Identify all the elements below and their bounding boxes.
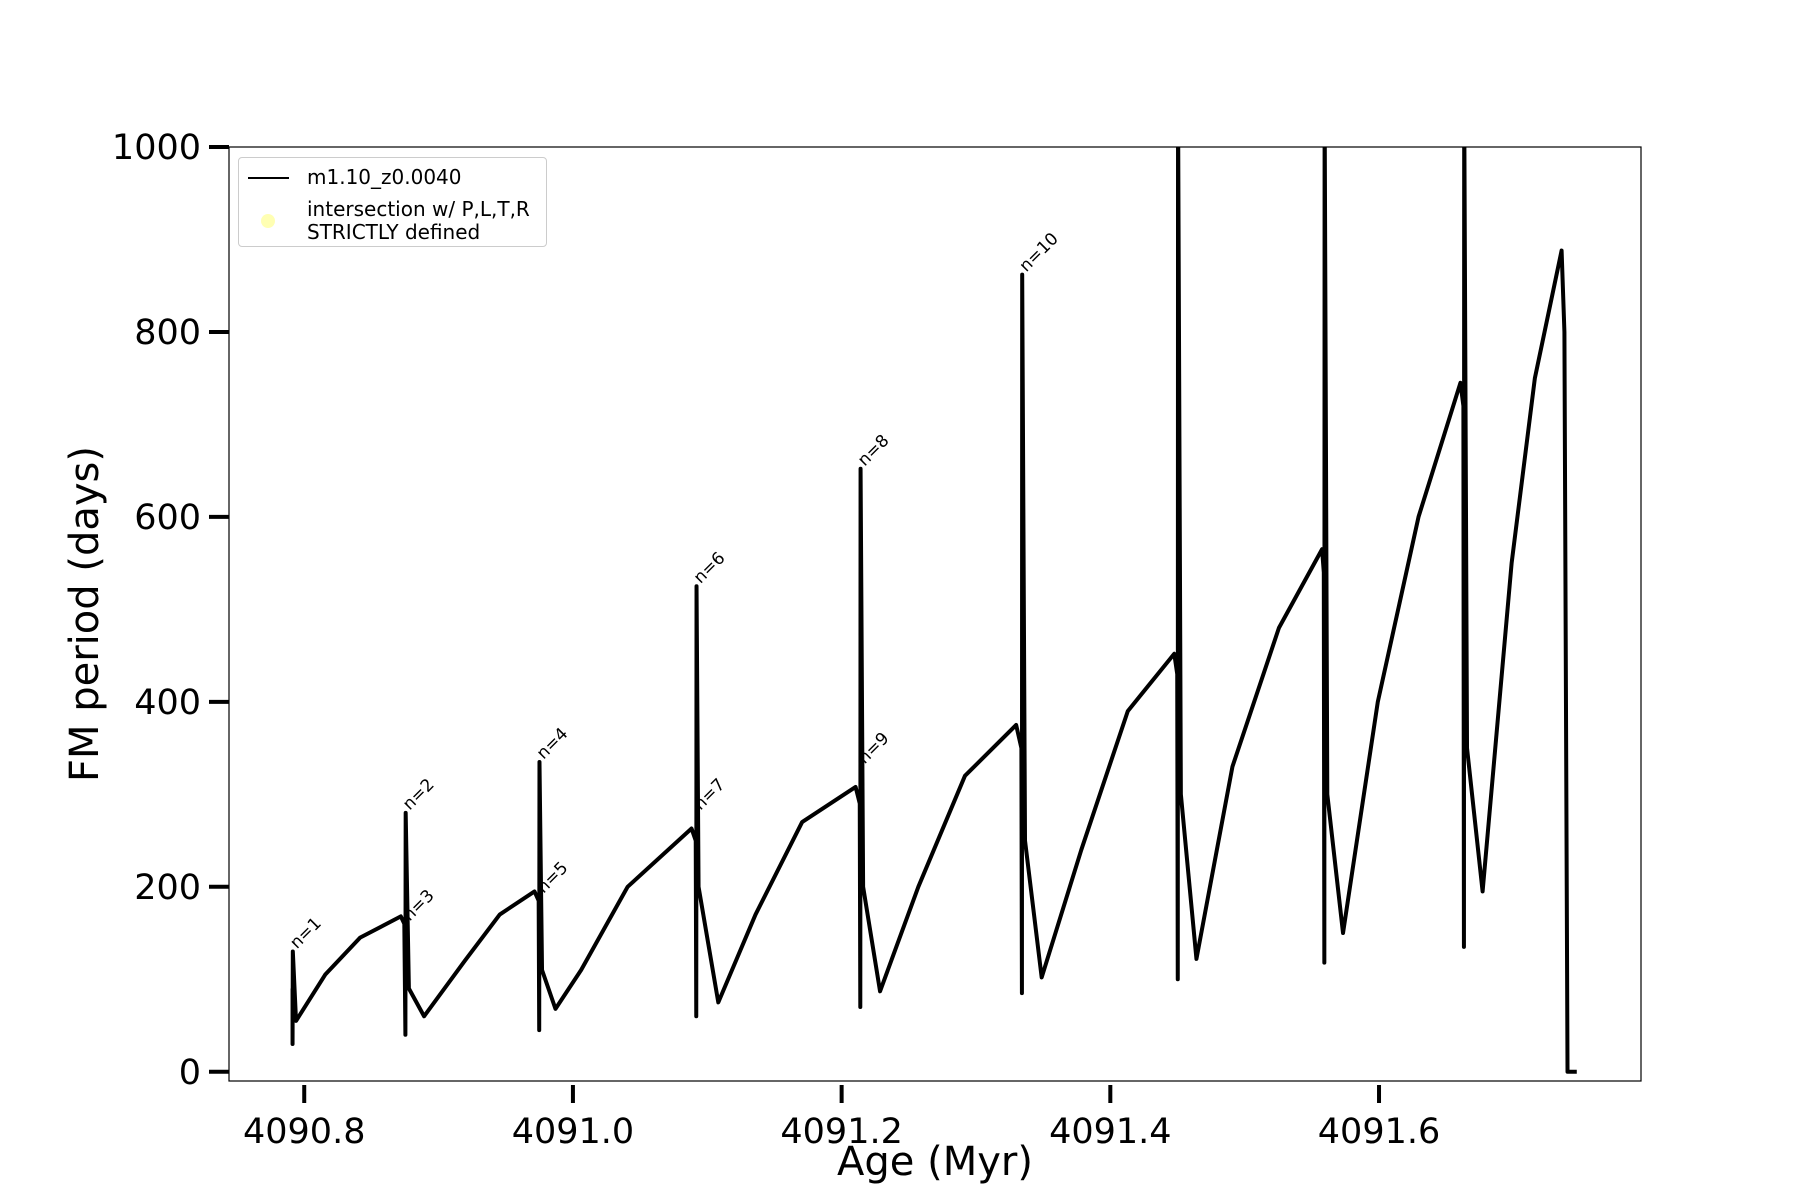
legend-key — [261, 214, 275, 228]
plot-frame — [228, 146, 1642, 1082]
y-tick-label: 1000 — [112, 128, 201, 168]
x-tick-label: 4090.8 — [243, 1112, 365, 1152]
annotation: n=10 — [1016, 229, 1063, 276]
x-tick-label: 4091.4 — [1049, 1112, 1171, 1152]
annotation: n=6 — [690, 548, 729, 587]
annotation: n=4 — [533, 724, 572, 763]
annotation: n=2 — [399, 775, 438, 814]
legend-label: intersection w/ P,L,T,R STRICTLY defined — [307, 197, 530, 244]
plot-area — [290, 147, 1577, 1074]
x-axis-label: Age (Myr) — [837, 1139, 1033, 1185]
y-tick-label: 600 — [134, 498, 201, 538]
annotation: n=8 — [854, 431, 893, 470]
y-tick-label: 0 — [179, 1053, 201, 1093]
x-tick-label: 4091.0 — [512, 1112, 634, 1152]
y-tick-label: 800 — [134, 313, 201, 353]
annotation: n=1 — [286, 914, 325, 953]
x-tick-label: 4091.6 — [1318, 1112, 1440, 1152]
y-tick-label: 200 — [134, 868, 201, 908]
x-tick-label: 4091.2 — [780, 1112, 902, 1152]
y-tick-label: 400 — [134, 683, 201, 723]
legend: m1.10_z0.0040 intersection w/ P,L,T,R STR… — [238, 157, 547, 247]
y-axis-label: FM period (days) — [62, 446, 108, 782]
legend-key — [248, 176, 289, 179]
data-line — [290, 147, 1577, 1074]
legend-label: m1.10_z0.0040 — [307, 165, 462, 189]
